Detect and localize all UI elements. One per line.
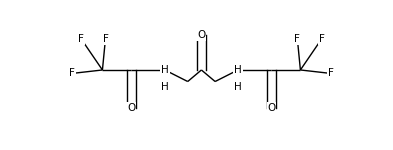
Text: F: F: [69, 68, 75, 78]
Text: H: H: [161, 82, 169, 92]
Text: O: O: [197, 30, 206, 40]
Text: N: N: [234, 65, 242, 75]
Text: F: F: [328, 68, 334, 78]
Text: F: F: [319, 34, 325, 44]
Text: H: H: [161, 65, 169, 75]
Text: N: N: [161, 65, 169, 75]
Text: H: H: [234, 65, 242, 75]
Text: O: O: [267, 103, 275, 113]
Text: F: F: [103, 34, 108, 44]
Text: H: H: [234, 82, 242, 92]
Text: F: F: [78, 34, 84, 44]
Text: O: O: [127, 103, 136, 113]
Text: F: F: [294, 34, 300, 44]
